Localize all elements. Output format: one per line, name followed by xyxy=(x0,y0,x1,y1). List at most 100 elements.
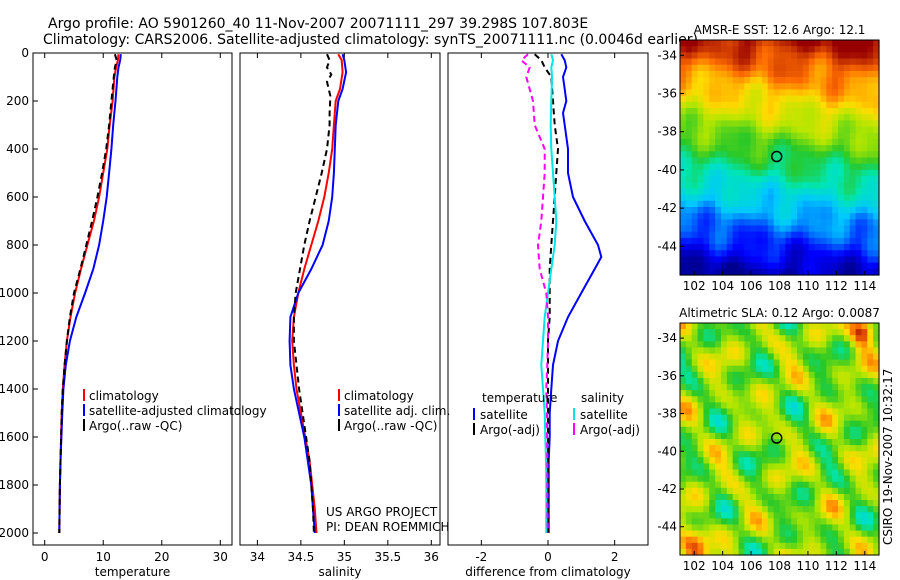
sla_map-heatmap-cell xyxy=(750,500,757,507)
sst_map-heatmap-cell xyxy=(843,262,851,270)
sst_map-heatmap-cell xyxy=(720,95,728,103)
sst_map-xtick-label: 112 xyxy=(825,279,848,293)
sla_map-heatmap-cell xyxy=(867,512,874,519)
sst_map-heatmap-cell xyxy=(779,157,786,165)
sst_map-heatmap-cell xyxy=(691,114,699,121)
sla_map-heatmap-cell xyxy=(726,371,734,379)
sst_map-heatmap-cell xyxy=(843,237,851,245)
sla_map-heatmap-cell xyxy=(738,536,745,544)
sla_map-heatmap-cell xyxy=(867,506,874,513)
sst_map-heatmap-cell xyxy=(738,163,745,171)
sst_map-heatmap-cell xyxy=(697,200,705,208)
sla_map-heatmap-cell xyxy=(843,347,851,355)
sst_map-heatmap-cell xyxy=(814,206,822,214)
sst_map-heatmap-cell xyxy=(680,188,687,196)
sla_map-heatmap-cell xyxy=(726,390,734,397)
sst_map-heatmap-cell xyxy=(861,219,868,227)
sst_map-heatmap-cell xyxy=(820,176,827,183)
sla_map-heatmap-cell xyxy=(703,512,710,519)
sst_map-heatmap-cell xyxy=(761,244,769,251)
sla_map-heatmap-cell xyxy=(773,420,781,428)
sla_map-heatmap-cell xyxy=(861,402,868,410)
sla_map-heatmap-cell xyxy=(820,323,827,330)
sla_map-heatmap-cell xyxy=(843,323,851,330)
sla_map-heatmap-cell xyxy=(855,548,863,556)
sla_map-heatmap-cell xyxy=(867,493,874,501)
sst_map-heatmap-cell xyxy=(802,151,810,159)
sst_map-heatmap-cell xyxy=(680,237,687,245)
sst_map-heatmap-cell xyxy=(738,145,745,152)
salinity-xaxis-label: salinity xyxy=(318,565,361,579)
sst_map-heatmap-cell xyxy=(697,108,705,115)
sla_map-heatmap-cell xyxy=(802,426,810,434)
sla_map-heatmap-cell xyxy=(849,481,857,489)
sla_map-heatmap-cell xyxy=(691,506,699,513)
sla_map-heatmap-cell xyxy=(709,445,716,452)
sst_map-heatmap-cell xyxy=(826,151,833,159)
sla_map-heatmap-cell xyxy=(685,426,693,434)
sst_map-heatmap-cell xyxy=(761,169,769,177)
sst_map-heatmap-cell xyxy=(791,83,798,91)
sla_map-heatmap-cell xyxy=(855,445,863,452)
sst_map-heatmap-cell xyxy=(867,188,874,196)
sst_map-heatmap-cell xyxy=(680,151,687,159)
sst_map-heatmap-cell xyxy=(761,188,769,196)
sla_map-heatmap-cell xyxy=(703,377,710,385)
sst_map-heatmap-cell xyxy=(767,120,775,128)
sla_map-heatmap-cell xyxy=(726,469,734,477)
sst_map-heatmap-cell xyxy=(797,268,804,276)
sst_map-heatmap-cell xyxy=(773,70,781,78)
sla_map-heatmap-cell xyxy=(838,353,845,361)
sst_map-heatmap-cell xyxy=(738,83,745,91)
sla_map-heatmap-cell xyxy=(779,335,786,342)
temperature-xtick-label: 30 xyxy=(213,550,228,564)
sst_map-heatmap-cell xyxy=(814,231,822,239)
sst_map-heatmap-cell xyxy=(726,101,734,109)
sla_map-heatmap-cell xyxy=(703,384,710,391)
sla_map-heatmap-cell xyxy=(773,414,781,422)
sst_map-heatmap-cell xyxy=(785,114,792,121)
sst_map-heatmap-cell xyxy=(697,83,705,91)
sst_map-heatmap-cell xyxy=(791,194,798,202)
sst_map-heatmap-cell xyxy=(843,194,851,202)
sla_map-heatmap-cell xyxy=(691,548,699,556)
sla_map-heatmap-cell xyxy=(715,475,722,483)
sla_map-heatmap-cell xyxy=(726,347,734,355)
sla_map-heatmap-cell xyxy=(838,426,845,434)
sst_map-heatmap-cell xyxy=(802,126,810,134)
sla_map-heatmap-cell xyxy=(738,439,745,446)
sst_map-heatmap-cell xyxy=(773,176,781,183)
sst_map-heatmap-cell xyxy=(867,120,874,128)
sla_map-heatmap-cell xyxy=(779,371,786,379)
sst_map-heatmap-cell xyxy=(738,58,745,66)
sst_map-heatmap-cell xyxy=(779,138,786,146)
sla_map-heatmap-cell xyxy=(838,445,845,452)
sst_map-heatmap-cell xyxy=(691,231,699,239)
sla_map-heatmap-cell xyxy=(814,439,822,446)
sla_map-heatmap-cell xyxy=(703,353,710,361)
sla_map-heatmap-cell xyxy=(802,463,810,471)
sst_map-heatmap-cell xyxy=(697,52,705,60)
sst_map-heatmap-cell xyxy=(814,145,822,152)
sst_map-heatmap-cell xyxy=(861,176,868,183)
sst_map-heatmap-cell xyxy=(820,250,827,258)
sst_map-heatmap-cell xyxy=(685,132,693,140)
sla_map-heatmap-cell xyxy=(867,457,874,465)
sst_map-heatmap-cell xyxy=(750,244,757,251)
sst_map-heatmap-cell xyxy=(785,83,792,91)
sla_map-heatmap-cell xyxy=(767,414,775,422)
sla_map-heatmap-cell xyxy=(750,402,757,410)
sst_map-heatmap-cell xyxy=(791,225,798,233)
sst_map-heatmap-cell xyxy=(861,237,868,245)
sst_map-heatmap-cell xyxy=(843,77,851,84)
sla_map-heatmap-cell xyxy=(826,493,833,501)
sla_map-heatmap-cell xyxy=(738,371,745,379)
sla_map-heatmap-cell xyxy=(738,463,745,471)
sst_map-heatmap-cell xyxy=(685,231,693,239)
sst_map-heatmap-cell xyxy=(767,46,775,53)
sla_map-heatmap-cell xyxy=(720,457,728,465)
sla_map-heatmap-cell xyxy=(838,536,845,544)
sst_map-ytick-label: -36 xyxy=(657,86,677,100)
sla_map-heatmap-cell xyxy=(797,408,804,416)
sst_map-heatmap-cell xyxy=(861,64,868,72)
